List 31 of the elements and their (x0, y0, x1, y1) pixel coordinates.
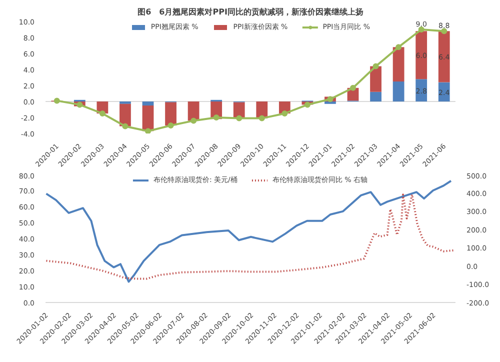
bar (416, 79, 428, 102)
bar (438, 31, 450, 82)
line-series (46, 194, 454, 280)
point (282, 110, 288, 116)
point (396, 44, 402, 50)
point (213, 114, 220, 120)
bar (370, 66, 382, 92)
point (168, 122, 174, 128)
point (122, 123, 128, 130)
bar (142, 102, 154, 106)
bar (392, 47, 404, 82)
point (76, 102, 83, 108)
point (99, 110, 106, 116)
bar (392, 82, 404, 102)
point (304, 102, 310, 108)
point (372, 63, 379, 70)
bar (370, 92, 382, 102)
point (350, 84, 356, 91)
bar (165, 102, 176, 126)
point (258, 115, 265, 122)
point (418, 26, 424, 32)
bar (120, 104, 131, 126)
chart-title: 图6 6月翘尾因素对PPI同比的贡献减弱，新涨价因素继续上扬 (138, 6, 364, 16)
point (54, 98, 60, 104)
point (441, 28, 448, 34)
point (327, 96, 334, 102)
point (145, 128, 151, 134)
point (190, 118, 197, 124)
point (236, 115, 242, 122)
bar (416, 31, 428, 80)
bar (188, 102, 200, 121)
